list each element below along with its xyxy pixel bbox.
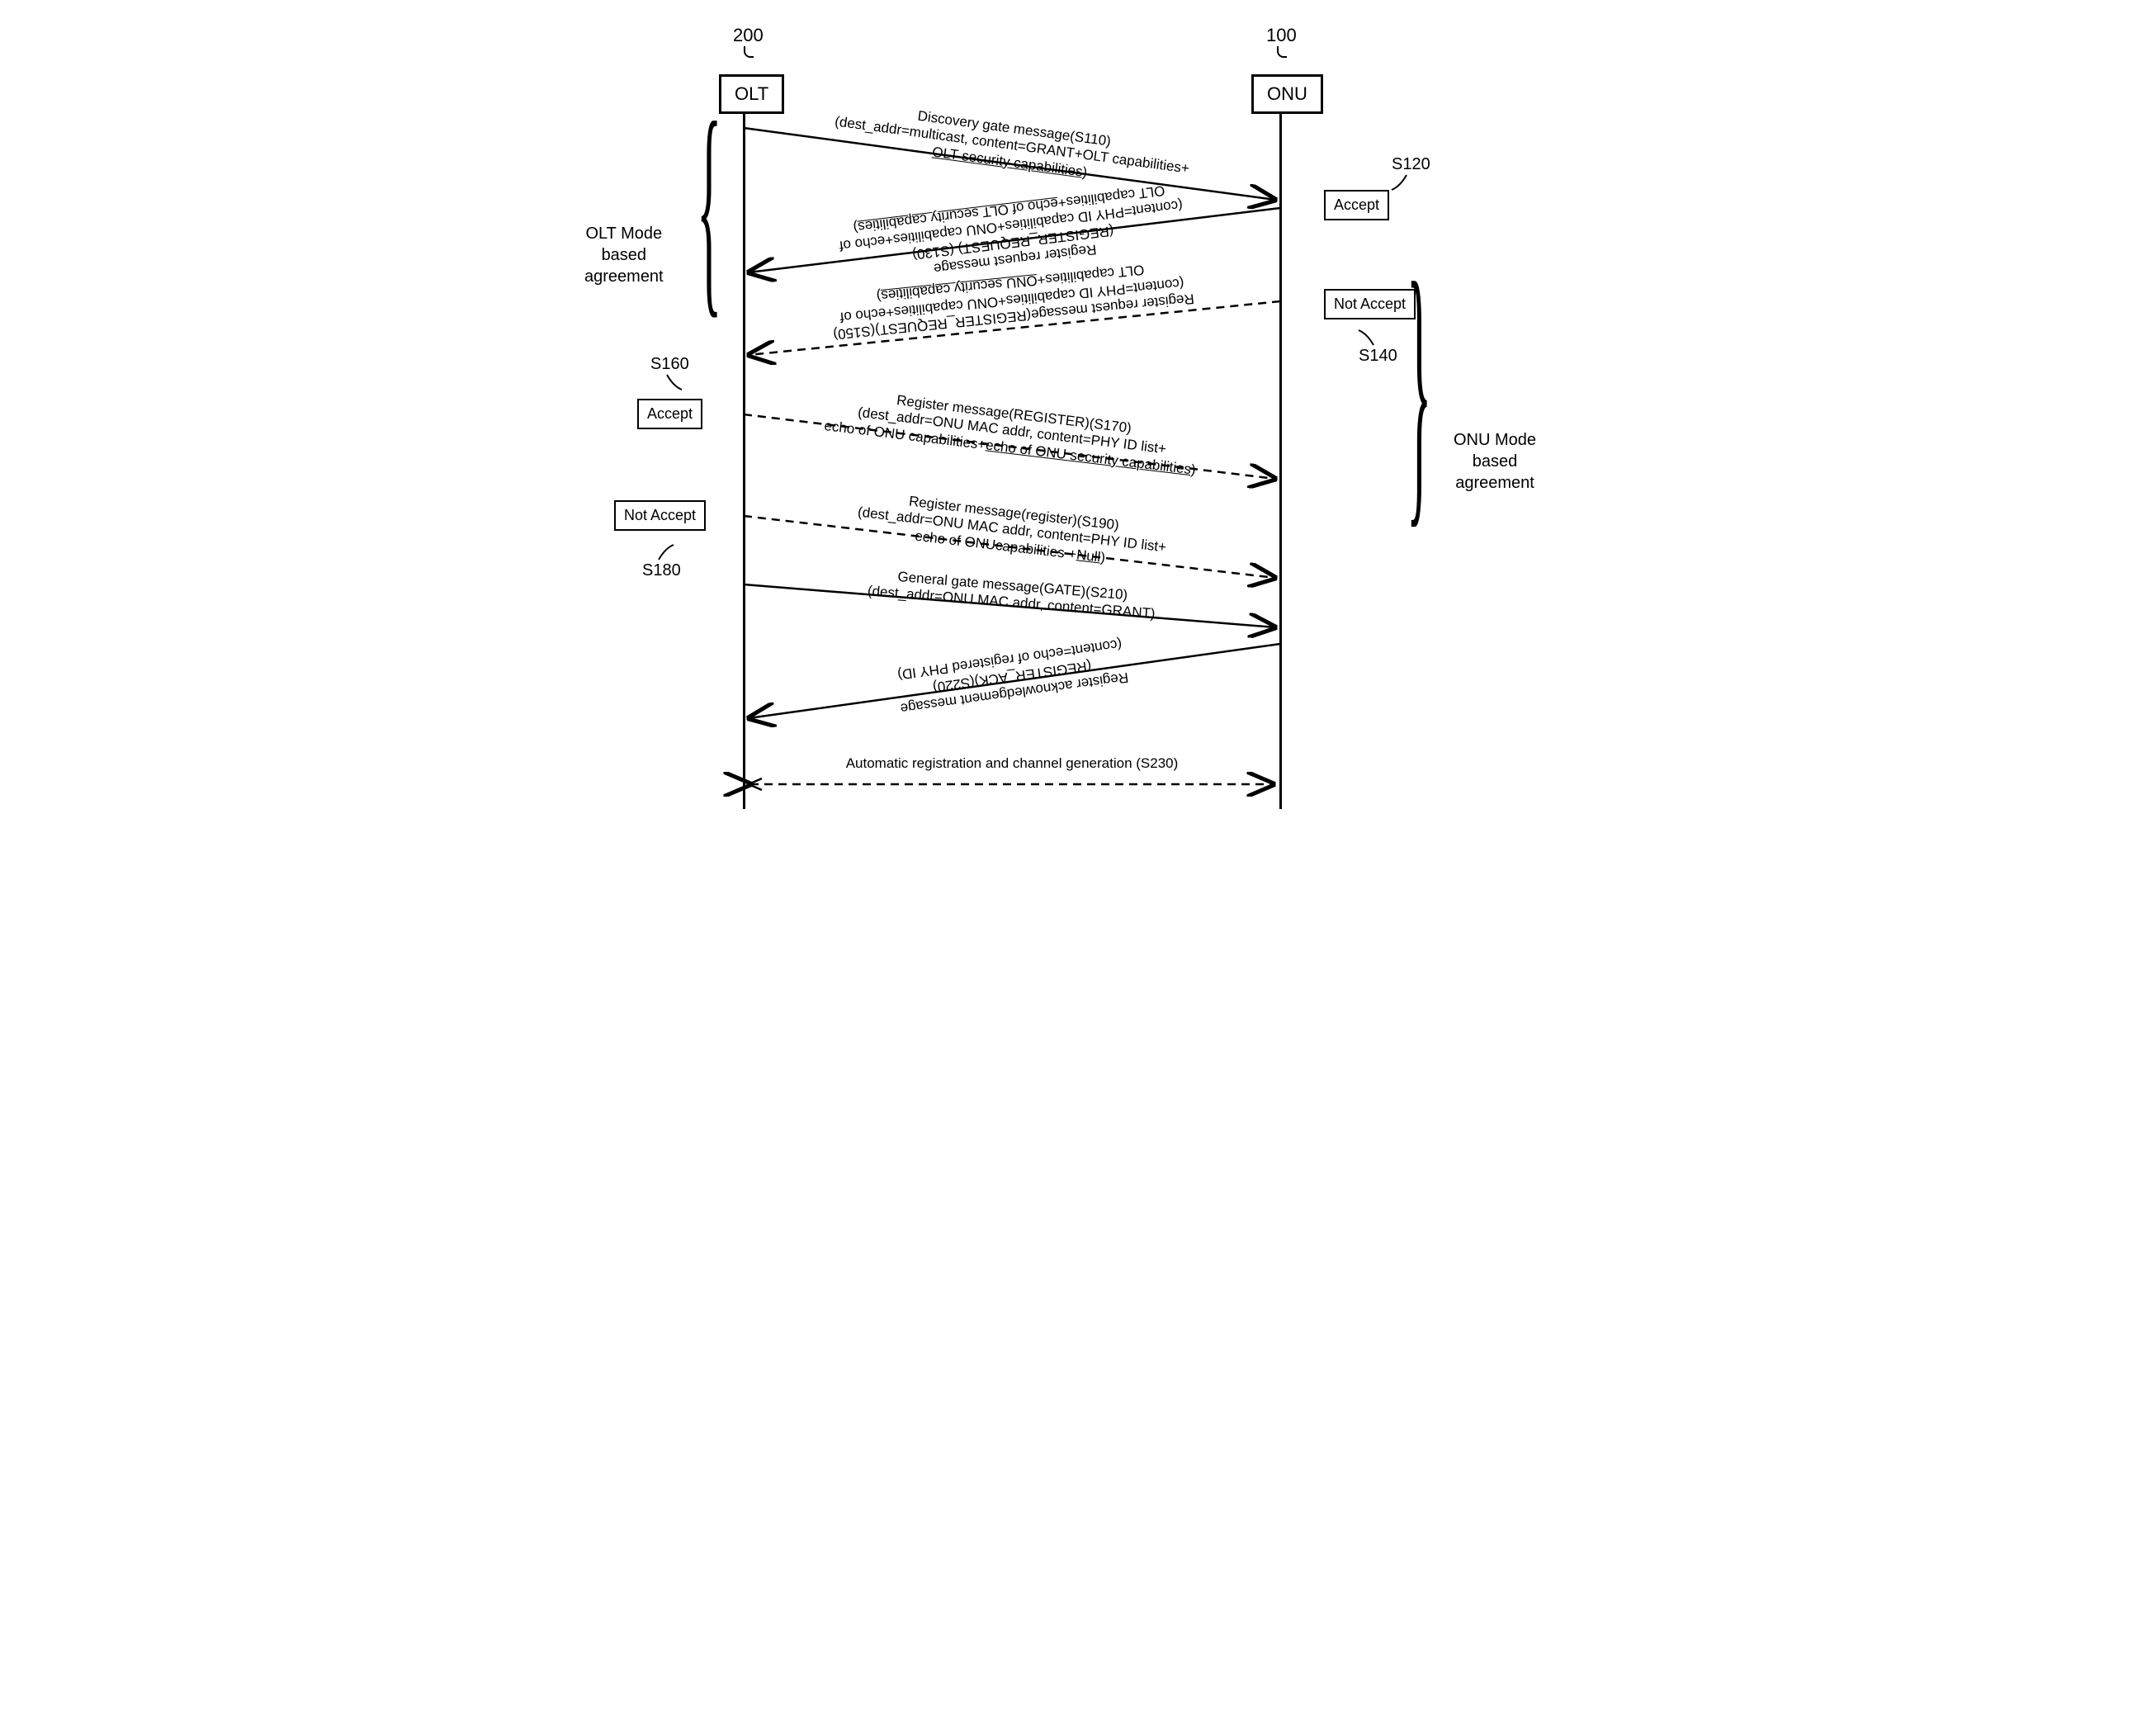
onu-lifeline bbox=[1279, 111, 1282, 809]
message-s230: Automatic registration and channel gener… bbox=[756, 755, 1268, 772]
onu-mode-label: ONU Modebasedagreement bbox=[1454, 429, 1536, 494]
accept-box-s120: Accept bbox=[1324, 190, 1389, 220]
olt-number: 200 bbox=[733, 25, 764, 46]
notaccept-box-s140: Not Accept bbox=[1324, 289, 1416, 319]
step-s160: S160 bbox=[650, 355, 689, 374]
olt-lifeline bbox=[743, 111, 745, 809]
onu-number: 100 bbox=[1266, 25, 1297, 46]
step-s180: S180 bbox=[642, 561, 681, 580]
right-brace: } bbox=[1407, 239, 1431, 537]
message-s170: Register message(REGISTER)(S170)(dest_ad… bbox=[755, 376, 1269, 487]
message-s220: Register acknowledgement message(REGISTE… bbox=[755, 616, 1269, 736]
onu-actor: ONU bbox=[1251, 74, 1323, 114]
step-s120: S120 bbox=[1392, 155, 1430, 174]
accept-box-s160: Accept bbox=[637, 399, 702, 429]
sequence-diagram: 200 100 OLT ONU OLT Modebasedagreement {… bbox=[583, 17, 1573, 826]
notaccept-box-s180: Not Accept bbox=[614, 500, 706, 531]
olt-mode-label: OLT Modebasedagreement bbox=[584, 223, 664, 287]
step-s140: S140 bbox=[1359, 347, 1397, 366]
left-brace: { bbox=[697, 88, 721, 325]
